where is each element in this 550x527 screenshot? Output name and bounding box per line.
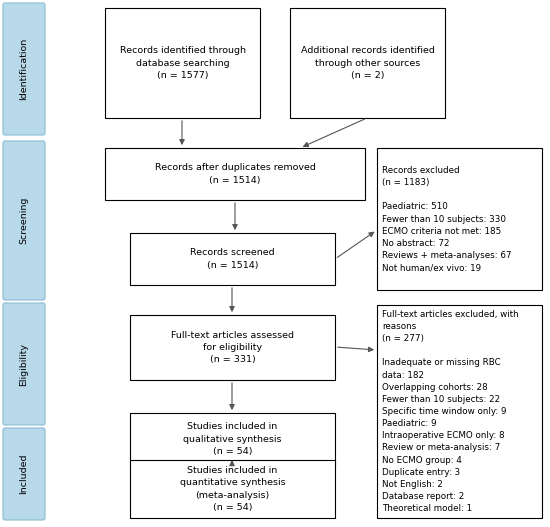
FancyBboxPatch shape: [105, 8, 260, 118]
Text: Identification: Identification: [19, 38, 29, 100]
Text: Additional records identified
through other sources
(n = 2): Additional records identified through ot…: [300, 46, 434, 80]
Text: Full-text articles assessed
for eligibility
(n = 331): Full-text articles assessed for eligibil…: [171, 331, 294, 364]
FancyBboxPatch shape: [3, 141, 45, 300]
Text: Eligibility: Eligibility: [19, 343, 29, 385]
FancyBboxPatch shape: [3, 303, 45, 425]
Text: Studies included in
qualitative synthesis
(n = 54): Studies included in qualitative synthesi…: [183, 422, 282, 456]
Text: Records excluded
(n = 1183)

Paediatric: 510
Fewer than 10 subjects: 330
ECMO cr: Records excluded (n = 1183) Paediatric: …: [382, 166, 512, 272]
Text: Included: Included: [19, 454, 29, 494]
Text: Screening: Screening: [19, 197, 29, 244]
FancyBboxPatch shape: [3, 428, 45, 520]
FancyBboxPatch shape: [105, 148, 365, 200]
Text: Records screened
(n = 1514): Records screened (n = 1514): [190, 248, 275, 270]
FancyBboxPatch shape: [377, 305, 542, 518]
Text: Full-text articles excluded, with
reasons
(n = 277)

Inadequate or missing RBC
d: Full-text articles excluded, with reason…: [382, 310, 519, 513]
FancyBboxPatch shape: [3, 3, 45, 135]
FancyBboxPatch shape: [130, 460, 335, 518]
Text: Records identified through
database searching
(n = 1577): Records identified through database sear…: [119, 46, 245, 80]
FancyBboxPatch shape: [130, 315, 335, 380]
FancyBboxPatch shape: [377, 148, 542, 290]
Text: Records after duplicates removed
(n = 1514): Records after duplicates removed (n = 15…: [155, 163, 316, 184]
Text: Studies included in
quantitative synthesis
(meta-analysis)
(n = 54): Studies included in quantitative synthes…: [180, 466, 285, 512]
FancyBboxPatch shape: [290, 8, 445, 118]
FancyBboxPatch shape: [130, 233, 335, 285]
FancyBboxPatch shape: [130, 413, 335, 465]
